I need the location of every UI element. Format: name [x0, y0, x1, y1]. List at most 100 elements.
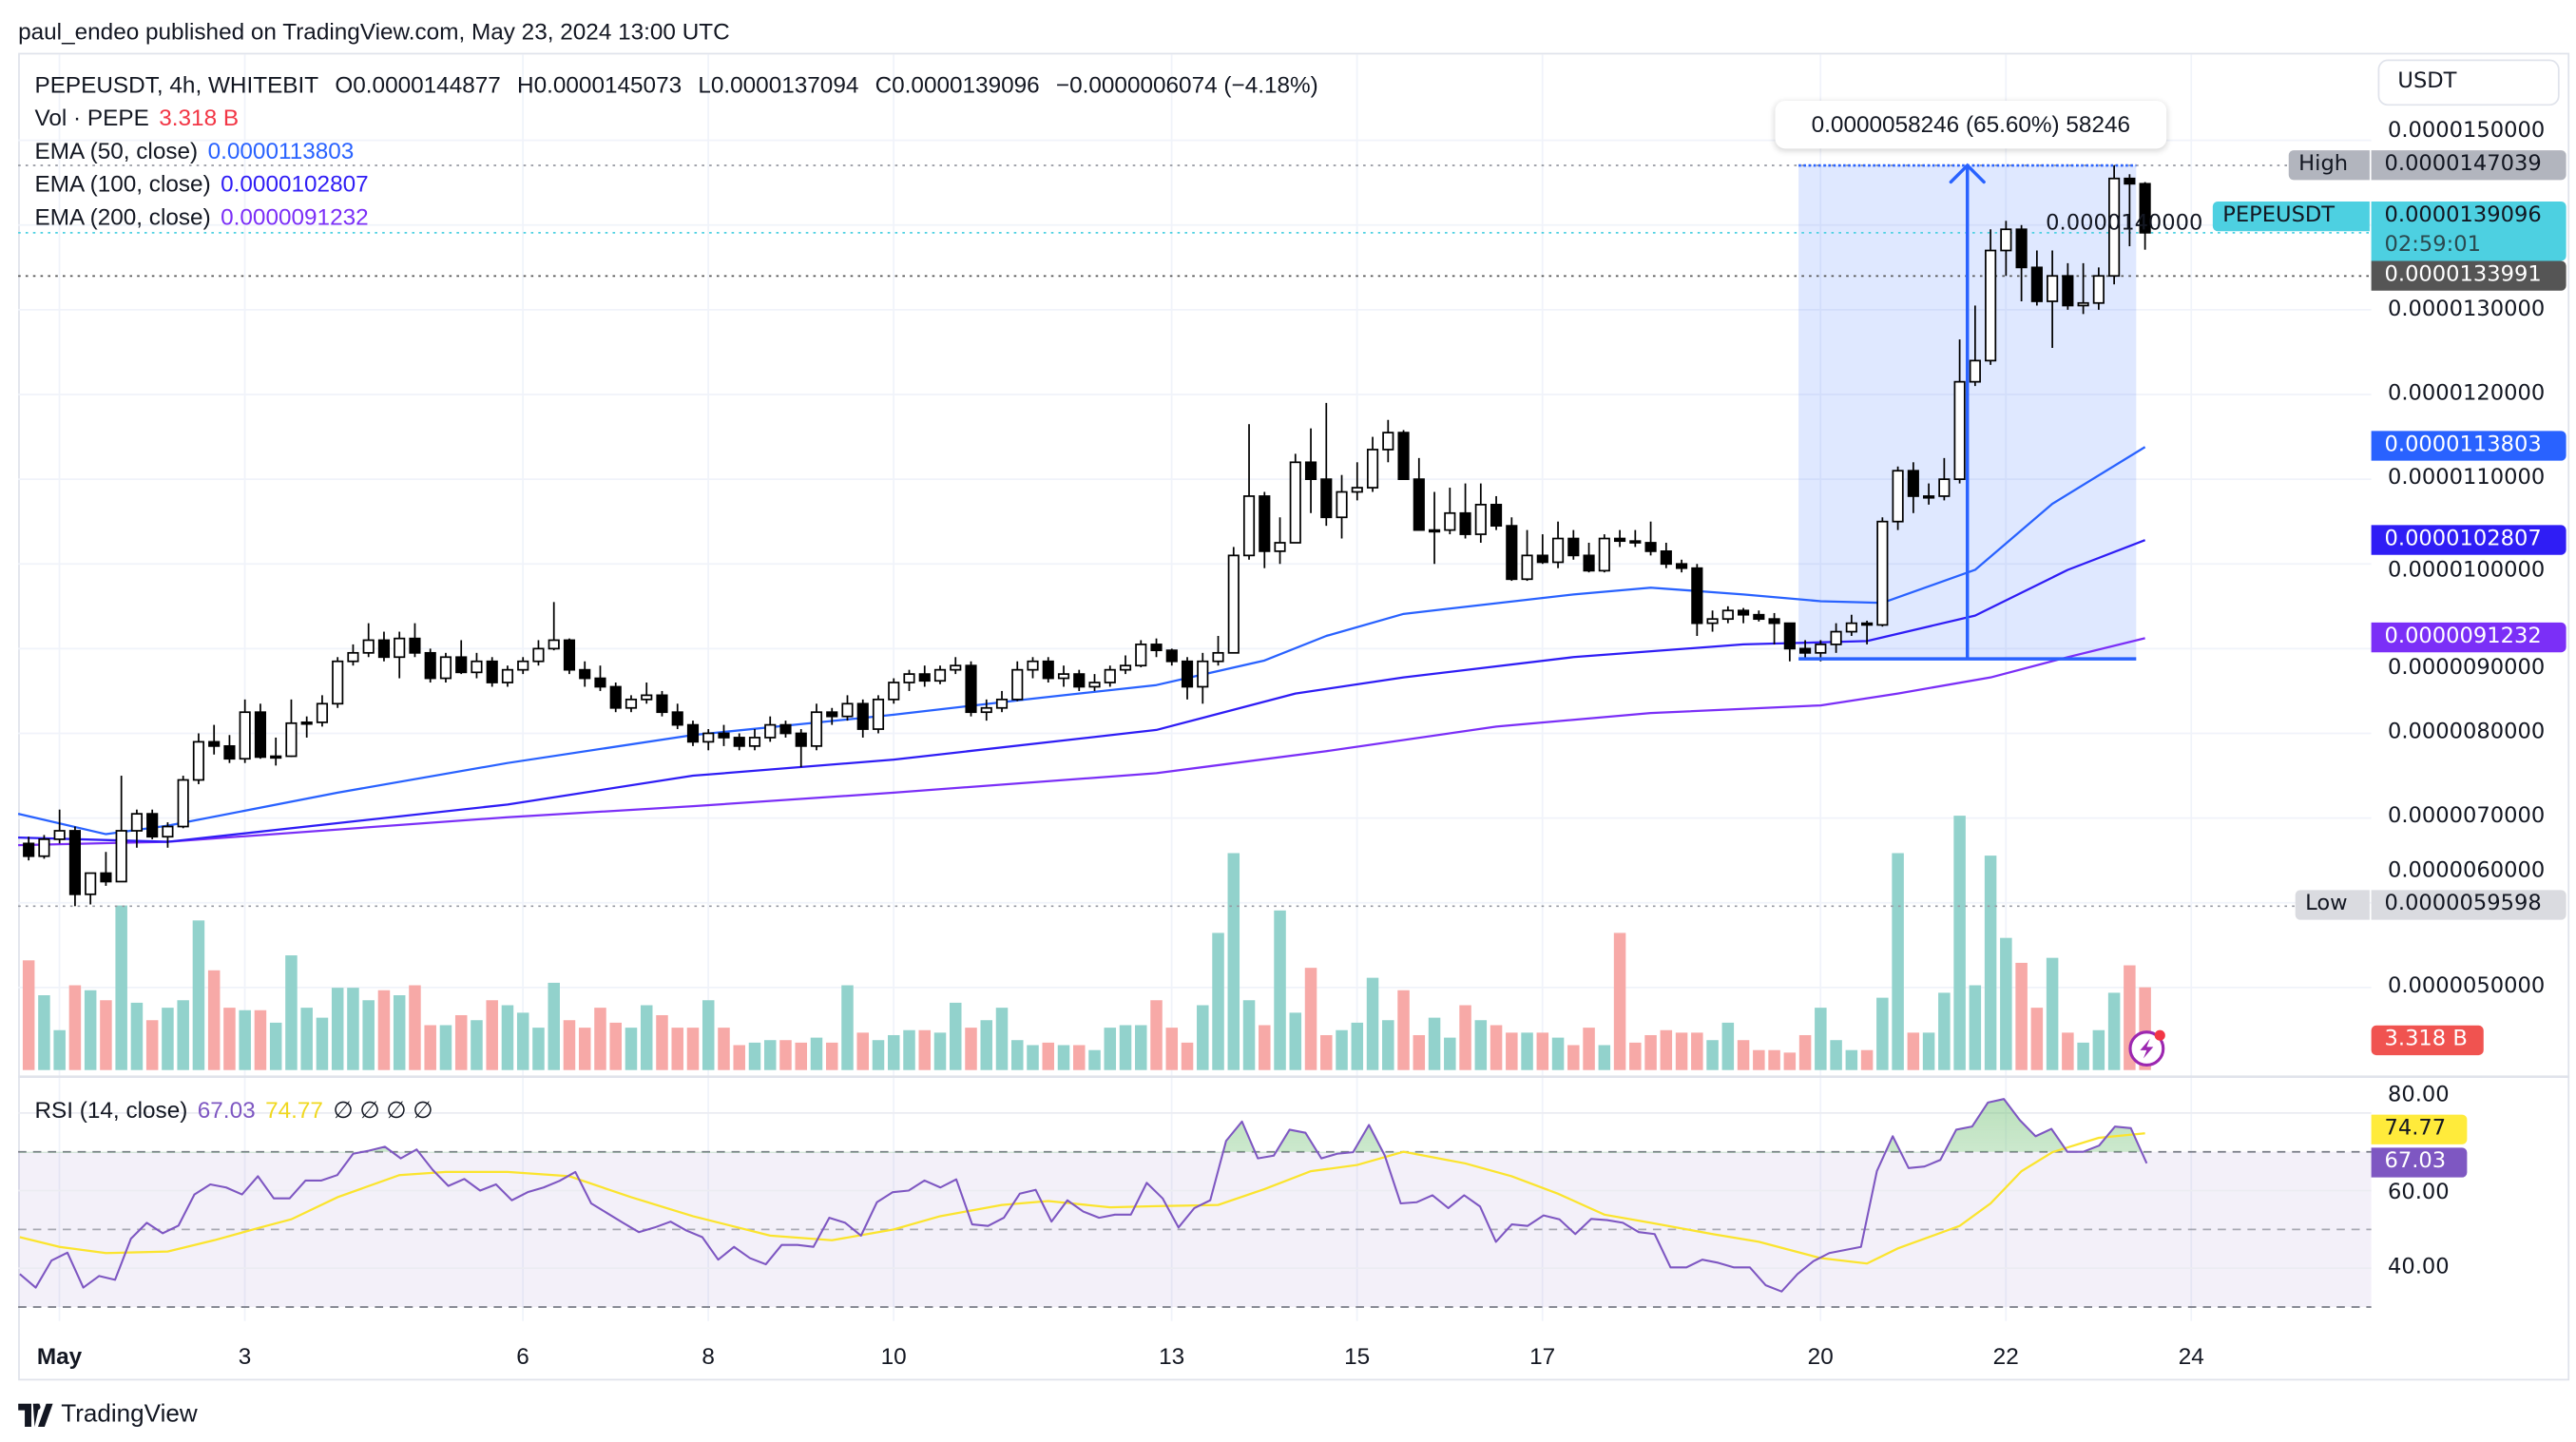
candle [486, 657, 498, 687]
candle-body [980, 706, 992, 714]
rsi-badge: 67.03 [2371, 1147, 2468, 1178]
candle [2000, 221, 2012, 277]
candle [1753, 610, 1765, 622]
candle [1907, 462, 1919, 513]
ema50-legend[interactable]: EMA (50, close) 0.0000113803 [34, 137, 363, 163]
candle-body [795, 732, 807, 747]
candle-body [1011, 668, 1024, 701]
volume-bar [1119, 1025, 1132, 1070]
ema100-legend[interactable]: EMA (100, close) 0.0000102807 [34, 170, 378, 197]
ema-lines [17, 446, 2146, 847]
rsi-line [19, 1098, 2148, 1293]
candle [686, 721, 700, 746]
candle [1613, 529, 1626, 548]
candle-body [532, 647, 545, 663]
price-tick-label: 0.0000100000 [2387, 558, 2546, 584]
candle [1181, 657, 1194, 700]
volume-bar [424, 1025, 436, 1070]
alert-lightning-icon[interactable] [2128, 1029, 2165, 1067]
volume-bar [1660, 1029, 1673, 1070]
rsi-legend[interactable]: RSI (14, close) 67.03 74.77 ∅ ∅ ∅ ∅ [34, 1097, 442, 1124]
volume-bar [903, 1029, 915, 1070]
candle [826, 707, 838, 725]
candle-body [1536, 554, 1548, 564]
volume-bar [2030, 1008, 2044, 1070]
tradingview-logo[interactable]: TradingView [18, 1400, 198, 1429]
volume-bar [1922, 1032, 1935, 1070]
candle [1738, 607, 1750, 624]
candle [1536, 534, 1548, 565]
candle-body [918, 673, 931, 683]
candle-body [501, 668, 514, 683]
publisher-caption: paul_endeo published on TradingView.com,… [18, 18, 730, 45]
price-tick-label: 0.0000060000 [2387, 858, 2546, 884]
candle [1675, 559, 1688, 573]
candle-body [2000, 228, 2012, 252]
volume-bar [1830, 1040, 1842, 1070]
rsi-label: RSI (14, close) [34, 1096, 188, 1124]
volume-bar [1366, 977, 1379, 1070]
volume-bar [779, 1040, 792, 1070]
currency-selector[interactable]: USDT [2377, 59, 2560, 106]
volume-bar [1259, 1025, 1271, 1070]
volume-bar [856, 1032, 870, 1070]
volume-legend[interactable]: Vol · PEPE 3.318 B [34, 104, 248, 130]
candle-body [85, 872, 97, 895]
volume-bar [872, 1040, 885, 1070]
rsi-ma-value: 74.77 [265, 1096, 323, 1124]
volume-bar [1783, 1052, 1797, 1070]
volume-bar [1336, 1029, 1348, 1070]
candle-body [1845, 622, 1857, 633]
volume-bar [1351, 1022, 1364, 1070]
volume-bar [795, 1042, 807, 1070]
volume-badge: 3.318 B [2371, 1025, 2484, 1056]
volume-bar [1876, 997, 1889, 1070]
volume-bar [145, 1020, 159, 1070]
candle [1042, 657, 1054, 683]
candle [1768, 612, 1780, 644]
candle-body [23, 842, 35, 857]
candle [439, 652, 452, 683]
candle-body [671, 711, 683, 726]
candle-body [1073, 673, 1086, 688]
price-tick-label: 0.0000050000 [2387, 973, 2546, 1000]
time-tick-label: 20 [1807, 1342, 1834, 1370]
volume-bar [563, 1020, 576, 1070]
volume-bar [1150, 1000, 1163, 1070]
symbol-title[interactable]: PEPEUSDT, 4h, WHITEBIT [34, 70, 319, 98]
time-tick-label: 13 [1159, 1342, 1185, 1370]
candle-body [1274, 542, 1286, 552]
candle-body [455, 656, 468, 674]
candle-body [439, 656, 452, 680]
time-tick-label: 10 [880, 1342, 907, 1370]
last-price-value: 0.0000139096 [2384, 202, 2542, 228]
candle-body [748, 737, 761, 747]
time-tick-label: May [36, 1342, 83, 1370]
candle-body [1027, 660, 1039, 671]
candle [1320, 402, 1333, 527]
ema50-line [17, 446, 2146, 836]
candle-body [208, 740, 221, 747]
candle [2062, 262, 2074, 310]
volume-bar [625, 1028, 638, 1070]
volume-bar [1274, 910, 1286, 1070]
rsi-pane [18, 1098, 2372, 1308]
volume-bar [162, 1008, 174, 1070]
candle [1444, 488, 1456, 535]
ema100-line [18, 539, 2146, 843]
candle-body [1938, 478, 1951, 497]
change-value: −0.0000006074 (−4.18%) [1055, 70, 1318, 98]
candle [980, 699, 992, 721]
volume-bar [1289, 1012, 1302, 1070]
candle [53, 809, 66, 844]
candle [223, 735, 236, 763]
candle-body [1320, 478, 1333, 519]
candle-body [2047, 275, 2059, 302]
ema200-legend[interactable]: EMA (200, close) 0.0000091232 [34, 203, 378, 230]
candle-body [146, 813, 159, 838]
candle-body [394, 637, 406, 659]
candle-body [162, 825, 174, 838]
candle [1506, 517, 1518, 582]
low-value: L0.0000137094 [698, 70, 859, 98]
